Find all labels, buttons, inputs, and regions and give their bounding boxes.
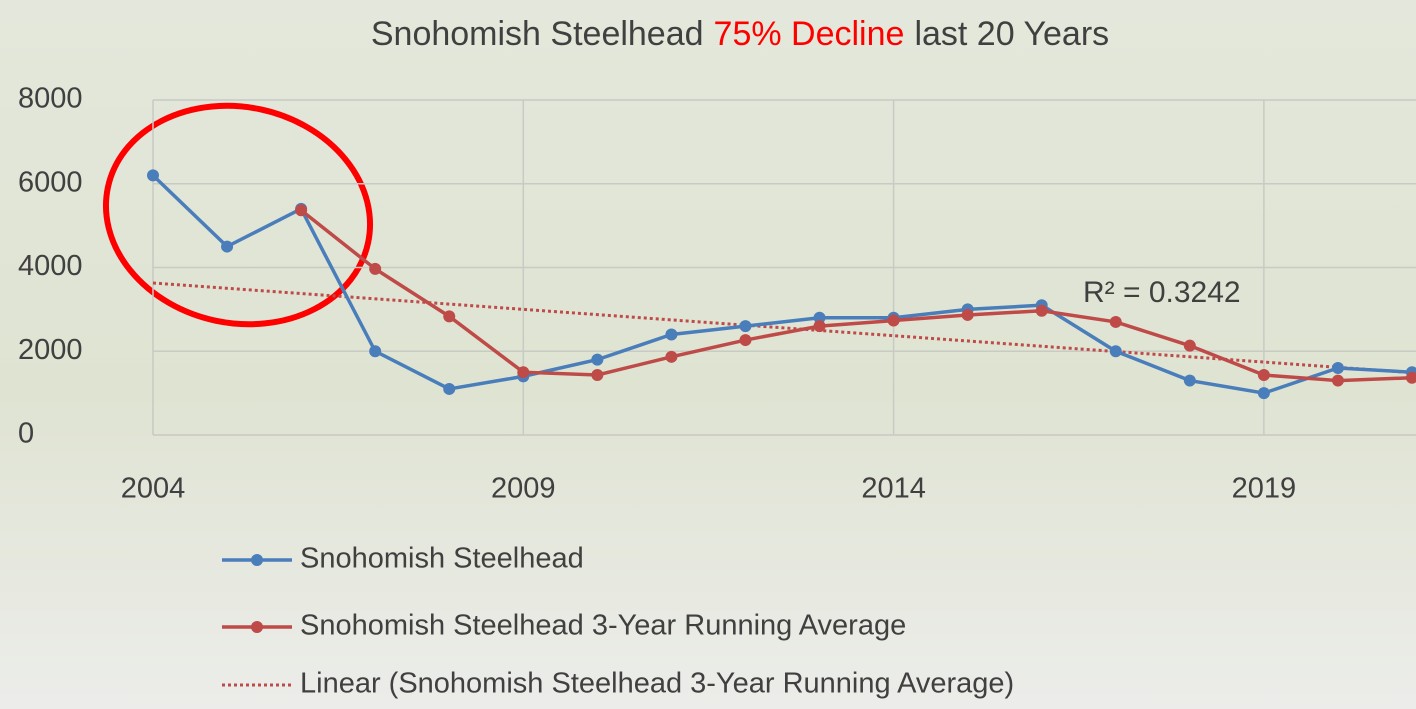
data-point — [962, 309, 974, 321]
y-tick-label: 0 — [18, 418, 34, 450]
page: {"chart_data": {"type": "line", "title_p… — [0, 0, 1416, 709]
data-point — [369, 263, 381, 275]
x-tick-label: 2009 — [491, 473, 556, 505]
data-point — [1258, 369, 1270, 381]
legend-label: Snohomish Steelhead — [300, 543, 584, 575]
data-point — [814, 320, 826, 332]
y-tick-label: 6000 — [18, 166, 83, 198]
data-point — [1332, 362, 1344, 374]
data-point — [591, 369, 603, 381]
x-tick-label: 2004 — [121, 473, 186, 505]
data-point — [665, 351, 677, 363]
data-point — [888, 315, 900, 327]
annotation: R² = 0.3242 — [1083, 276, 1241, 309]
data-point — [1184, 375, 1196, 387]
x-tick-label: 2019 — [1232, 473, 1297, 505]
data-point — [517, 366, 529, 378]
data-point — [1258, 387, 1270, 399]
data-point — [443, 383, 455, 395]
title-part: Snohomish Steelhead — [371, 15, 704, 53]
data-point — [665, 329, 677, 341]
data-point — [1036, 305, 1048, 317]
data-point — [1332, 375, 1344, 387]
data-point — [147, 169, 159, 181]
y-tick-label: 2000 — [18, 334, 83, 366]
y-tick-label: 4000 — [18, 250, 83, 282]
legend-marker — [251, 554, 263, 566]
data-point — [739, 320, 751, 332]
data-point — [1184, 340, 1196, 352]
y-tick-label: 8000 — [18, 83, 83, 115]
chart: Snohomish Steelhead 75% Declinelast 20 Ye… — [0, 0, 1416, 709]
legend-label: Linear (Snohomish Steelhead 3-Year Runni… — [300, 668, 1014, 700]
title-part: 75% Decline — [714, 15, 905, 53]
data-point — [443, 310, 455, 322]
data-point — [591, 354, 603, 366]
data-point — [1110, 345, 1122, 357]
data-point — [295, 204, 307, 216]
data-point — [739, 334, 751, 346]
x-tick-label: 2014 — [861, 473, 926, 505]
legend-marker — [251, 621, 263, 633]
data-point — [369, 345, 381, 357]
data-point — [221, 241, 233, 253]
data-point — [1110, 316, 1122, 328]
title-part: last 20 Years — [914, 15, 1109, 53]
legend-label: Snohomish Steelhead 3-Year Running Avera… — [300, 610, 906, 642]
